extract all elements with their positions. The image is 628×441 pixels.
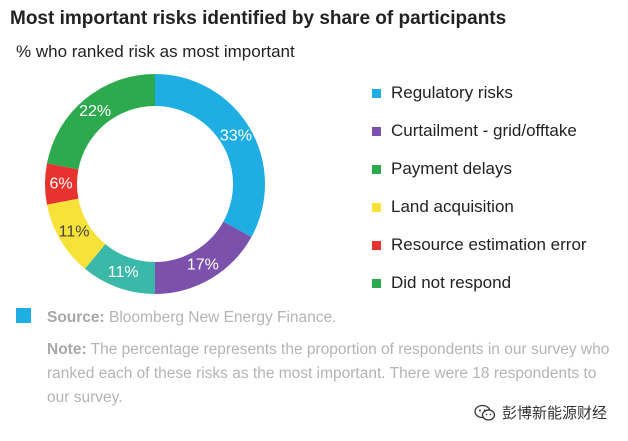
legend-swatch-0: [372, 88, 381, 98]
chart-title: Most important risks identified by share…: [10, 8, 507, 29]
slice-value-label-2: 11%: [108, 264, 139, 281]
note-text: The percentage represents the proportion…: [47, 341, 610, 406]
slice-value-label-0: 33%: [220, 128, 252, 145]
source-line: Source: Bloomberg New Energy Finance.: [47, 306, 617, 330]
slice-value-label-1: 17%: [187, 256, 219, 273]
legend-label-4: Resource estimation error: [391, 235, 587, 254]
donut-slice-5: [46, 74, 155, 170]
legend-label-2: Payment delays: [391, 159, 512, 178]
legend-item-2: Payment delays: [372, 150, 587, 188]
donut-slice-4: [45, 163, 79, 205]
donut-slice-3: [46, 198, 106, 269]
source-accent-square: [16, 308, 31, 323]
donut-slice-0: [155, 74, 266, 237]
legend-label-0: Regulatory risks: [391, 83, 513, 102]
legend-label-3: Land acquisition: [391, 197, 514, 216]
legend-label-1: Curtailment - grid/offtake: [391, 121, 577, 140]
legend-item-3: Land acquisition: [372, 188, 587, 226]
legend-label-5: Did not respond: [391, 273, 512, 292]
footnote: Source: Bloomberg New Energy Finance. No…: [47, 306, 617, 410]
legend-swatch-3: [372, 202, 381, 212]
slice-value-label-5: 22%: [79, 103, 111, 120]
legend-item-5: Did not respond: [372, 264, 587, 302]
legend-swatch-4: [372, 240, 381, 250]
legend-swatch-5: [372, 278, 381, 288]
donut-slice-1: [155, 221, 252, 294]
source-text: Bloomberg New Energy Finance.: [104, 309, 337, 326]
legend-item-1: Curtailment - grid/offtake: [372, 112, 587, 150]
legend: Regulatory risks Curtailment - grid/offta…: [372, 74, 587, 302]
legend-item-0: Regulatory risks: [372, 74, 587, 112]
source-key: Source:: [47, 309, 105, 326]
donut-slice-2: [84, 244, 155, 294]
watermark: 彭博新能源财经: [474, 402, 607, 423]
legend-swatch-2: [372, 164, 381, 174]
watermark-text: 彭博新能源财经: [502, 405, 608, 422]
wechat-icon: [474, 404, 496, 421]
chart-subtitle: % who ranked risk as most important: [16, 42, 295, 61]
slice-value-label-4: 6%: [49, 176, 72, 193]
slice-value-label-3: 11%: [59, 223, 90, 240]
legend-swatch-1: [372, 126, 381, 136]
legend-item-4: Resource estimation error: [372, 226, 587, 264]
note-line: Note: The percentage represents the prop…: [47, 338, 617, 410]
note-key: Note:: [47, 341, 87, 358]
donut-chart: 33% 17% 11% 11% 6% 22%: [45, 74, 266, 294]
